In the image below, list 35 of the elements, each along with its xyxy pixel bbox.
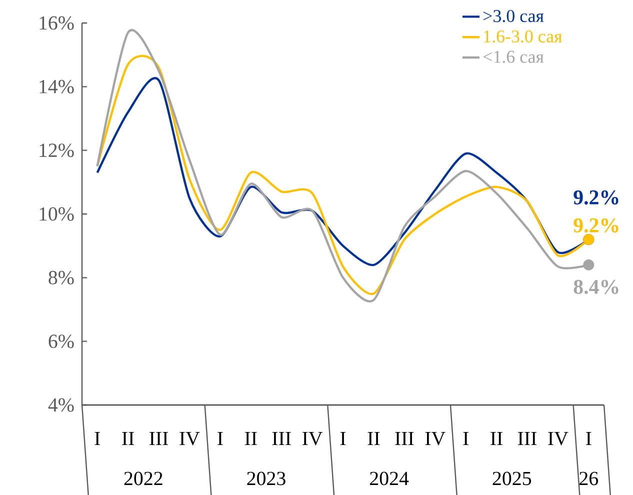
- y-tick-label: 16%: [40, 16, 74, 30]
- y-tick-label: 6%: [48, 334, 74, 348]
- legend-label: >3.0 сая: [484, 10, 544, 22]
- text: 26: [580, 472, 598, 486]
- x-tick-label: I: [218, 432, 223, 446]
- x-tick-label: III: [272, 432, 291, 446]
- x-tick-label: III: [518, 432, 536, 446]
- x-tick-label: II: [244, 432, 257, 446]
- x-tick-label: III: [395, 432, 414, 446]
- y-tick-label: 12%: [40, 144, 74, 158]
- text: 2024: [370, 472, 409, 486]
- text: 2022: [124, 472, 162, 486]
- y-tick-label: 4%: [48, 398, 74, 412]
- x-tick-label: I: [94, 432, 100, 446]
- x-tick-label: IV: [425, 432, 446, 446]
- y-tick-label: 8%: [48, 270, 74, 284]
- x-tick-label: I: [586, 432, 592, 446]
- x-tick-label: II: [490, 432, 502, 446]
- data-label: 9.2%: [574, 218, 618, 233]
- y-tick-label: 14%: [40, 80, 74, 94]
- data-label: 9.2%: [574, 190, 618, 205]
- text: 2023: [247, 472, 286, 486]
- x-tick-label: III: [150, 432, 168, 446]
- legend-label: <1.6 сая: [483, 50, 544, 63]
- x-tick-label: IV: [302, 432, 323, 446]
- x-tick-label: II: [122, 432, 134, 446]
- legend-label: 1.6-3.0 сая: [484, 30, 562, 43]
- y-tick-label: 10%: [40, 207, 74, 221]
- x-tick-label: II: [368, 432, 380, 446]
- x-tick-label: I: [463, 432, 468, 446]
- text: 2025: [492, 472, 532, 486]
- x-tick-label: I: [340, 432, 346, 446]
- x-tick-label: IV: [548, 432, 568, 446]
- x-tick-label: IV: [180, 432, 200, 446]
- data-label: 8.4%: [574, 280, 618, 294]
